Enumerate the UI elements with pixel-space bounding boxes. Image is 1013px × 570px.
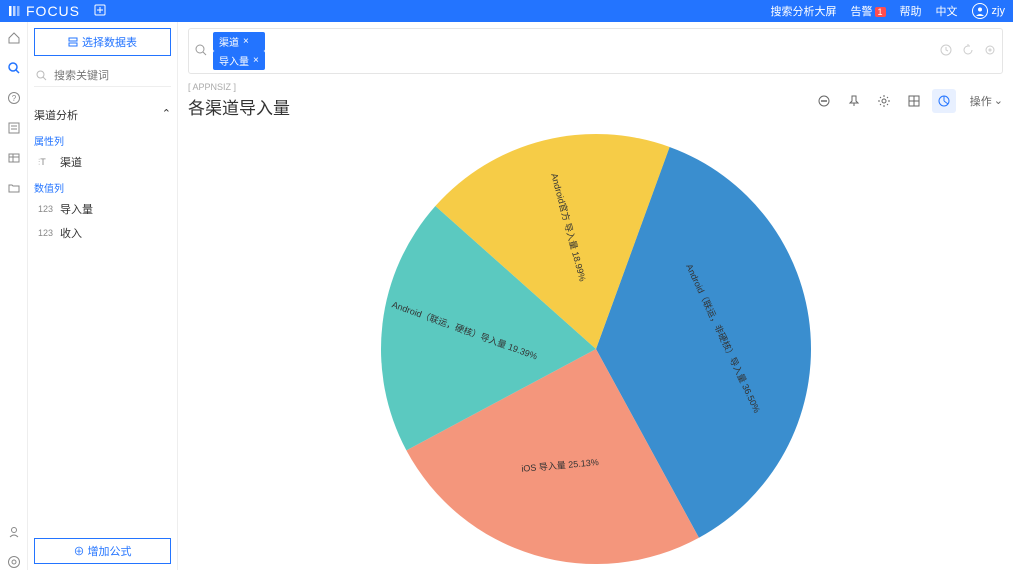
chevron-down-icon: ⌄: [994, 94, 1003, 107]
settings-icon[interactable]: [6, 554, 22, 570]
search-icon: [195, 44, 207, 59]
user-name: zjy: [992, 5, 1005, 17]
topbar-right: 搜索分析大屏 告警1 帮助 中文 zjy: [771, 3, 1005, 19]
chevron-up-icon: ⌃: [162, 107, 171, 123]
logo-icon: [8, 4, 22, 18]
link-help[interactable]: 帮助: [900, 3, 922, 19]
sidebar-search-input[interactable]: [34, 66, 171, 87]
query-bar[interactable]: 渠道 ×导入量 ×: [188, 28, 1003, 74]
page-title: 各渠道导入量: [188, 94, 290, 119]
history-icon[interactable]: [940, 44, 952, 59]
user-icon[interactable]: [6, 524, 22, 540]
left-rail: ?: [0, 22, 28, 570]
folder-icon[interactable]: [6, 180, 22, 196]
query-chip[interactable]: 渠道 ×: [213, 32, 265, 51]
chip-remove-icon[interactable]: ×: [243, 36, 249, 47]
select-datasource-button[interactable]: 选择数据表: [34, 28, 171, 56]
add-tab-icon[interactable]: [94, 4, 106, 19]
tree-item-income[interactable]: 123收入: [34, 221, 171, 245]
group-attr-label: 属性列: [34, 133, 171, 148]
link-dashboard[interactable]: 搜索分析大屏: [771, 3, 837, 19]
alert-badge: 1: [875, 7, 886, 17]
link-lang[interactable]: 中文: [936, 3, 958, 19]
add-formula-button[interactable]: ⊕ 增加公式: [34, 538, 171, 564]
refresh-icon[interactable]: [962, 44, 974, 59]
link-alert[interactable]: 告警1: [851, 3, 886, 19]
comment-icon[interactable]: [812, 89, 836, 113]
target-icon[interactable]: [984, 44, 996, 59]
gear-icon[interactable]: [872, 89, 896, 113]
home-icon[interactable]: [6, 30, 22, 46]
topbar: FOCUS 搜索分析大屏 告警1 帮助 中文 zjy: [0, 0, 1013, 22]
table-icon[interactable]: [6, 150, 22, 166]
search-icon: [36, 70, 47, 84]
operation-button[interactable]: 操作 ⌄: [970, 93, 1003, 109]
sidebar: 选择数据表 渠道分析 ⌃ 属性列 ⫶T渠道 数值列 123导入量 123收入 ⊕…: [28, 22, 178, 570]
search-icon[interactable]: [6, 60, 22, 76]
help-icon[interactable]: ?: [6, 90, 22, 106]
brand-logo[interactable]: FOCUS: [8, 3, 80, 19]
brand-text: FOCUS: [26, 3, 80, 19]
avatar-icon: [972, 3, 988, 19]
pie-icon[interactable]: [932, 89, 956, 113]
query-chip[interactable]: 导入量 ×: [213, 51, 265, 70]
tree-item-import[interactable]: 123导入量: [34, 197, 171, 221]
content: 渠道 ×导入量 × [ APPNSIZ ] 各渠道导入量 操作 ⌄: [178, 22, 1013, 570]
breadcrumb: [ APPNSIZ ]: [188, 82, 290, 92]
report-icon[interactable]: [6, 120, 22, 136]
pie-chart[interactable]: Android（联运，非硬核）导入量 36.50%iOS 导入量 25.13%A…: [188, 119, 1003, 570]
group-metric-label: 数值列: [34, 180, 171, 195]
tree-item-channel[interactable]: ⫶T渠道: [34, 150, 171, 174]
svg-text:?: ?: [11, 94, 16, 103]
chip-remove-icon[interactable]: ×: [253, 55, 259, 66]
pin-icon[interactable]: [842, 89, 866, 113]
user-menu[interactable]: zjy: [972, 3, 1005, 19]
grid-icon[interactable]: [902, 89, 926, 113]
tree-group-header[interactable]: 渠道分析 ⌃: [34, 103, 171, 127]
